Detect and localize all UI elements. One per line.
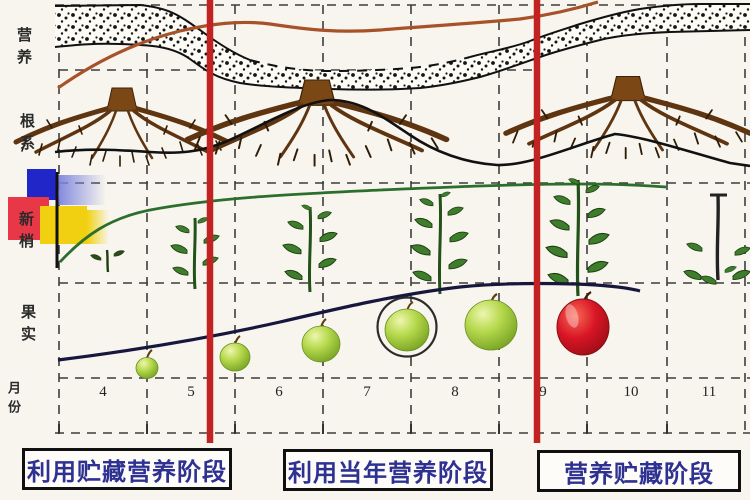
axis-label-nutrition: 营养 xyxy=(15,27,32,71)
month-tick-label: 10 xyxy=(624,384,639,400)
stage-box-stored-nutrition-use: 利用贮藏营养阶段 xyxy=(22,448,232,490)
root-cluster-2 xyxy=(188,80,447,166)
curve-nutrition xyxy=(57,0,599,90)
month-tick-label: 6 xyxy=(275,384,283,400)
month-tick-label: 7 xyxy=(363,384,371,400)
plant-sprig-1 xyxy=(170,217,220,290)
apple-5 xyxy=(464,293,518,351)
month-tick-label: 5 xyxy=(187,384,195,400)
root-cluster-3 xyxy=(506,77,750,159)
plant-sprig-2 xyxy=(282,204,338,293)
month-axis: 4 5 6 7 8 9 10 11 xyxy=(99,384,716,400)
stage-box-nutrition-storage: 营养贮藏阶段 xyxy=(537,450,741,492)
apple-4-circled xyxy=(376,296,438,358)
curve-root-growth xyxy=(54,98,750,168)
curve-fruit-growth xyxy=(57,281,641,362)
bare-twig xyxy=(683,193,750,285)
bottom-ticks xyxy=(58,424,668,434)
root-cluster-1 xyxy=(16,88,228,166)
apple-1 xyxy=(135,349,159,379)
curve-shoot-growth xyxy=(58,182,667,263)
apples xyxy=(135,291,610,379)
axis-label-fruit: 果实 xyxy=(19,304,36,348)
apple-2 xyxy=(219,335,251,372)
axis-label-shoot: 新梢 xyxy=(17,211,34,255)
month-tick-label: 11 xyxy=(702,384,716,400)
axis-label-roots: 根系 xyxy=(18,113,35,157)
apple-3 xyxy=(301,318,341,363)
plant-sprig-3 xyxy=(410,191,469,295)
month-tick-label: 4 xyxy=(99,384,107,400)
legend-squares xyxy=(8,169,109,244)
plant-sprout xyxy=(90,249,125,273)
axis-label-month: 月份 xyxy=(6,381,21,419)
month-tick-label: 9 xyxy=(539,384,547,400)
stage-box-current-year-nutrition-use: 利用当年营养阶段 xyxy=(283,449,493,491)
plant-sprig-4 xyxy=(545,178,610,297)
band-stored-nutrition xyxy=(54,3,750,91)
month-tick-label: 8 xyxy=(451,384,459,400)
apple-red xyxy=(556,291,610,356)
